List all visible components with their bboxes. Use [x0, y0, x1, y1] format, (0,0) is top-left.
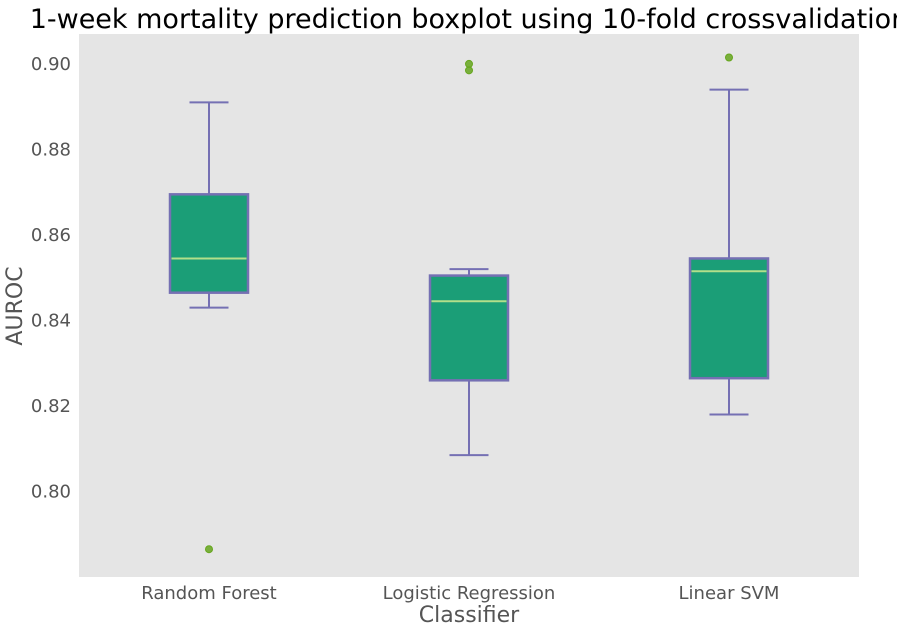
ticks-layer: 0.80 0.82 0.84 0.86 0.88 0.90 Random Forest Log… [31, 54, 780, 604]
x-tick-label: Logistic Regression [383, 583, 556, 604]
x-tick-label: Linear SVM [679, 583, 780, 604]
x-tick-label: Random Forest [141, 583, 276, 604]
box-group [168, 101, 250, 554]
y-tick-label: 0.82 [31, 396, 71, 417]
chart-title: 1-week mortality prediction boxplot usin… [30, 4, 897, 35]
y-tick-label: 0.86 [31, 225, 71, 246]
box-group [428, 59, 510, 457]
outlier-point [725, 53, 733, 62]
outlier-point [465, 59, 473, 68]
y-tick-label: 0.84 [31, 310, 71, 331]
box-group [688, 53, 770, 416]
box-iqr [688, 257, 770, 380]
outlier-point [205, 545, 213, 554]
x-axis-label: Classifier [419, 603, 520, 628]
boxes-layer [168, 53, 770, 554]
y-tick-label: 0.88 [31, 139, 71, 160]
box-iqr [428, 274, 510, 382]
y-axis-label: AUROC [3, 266, 28, 345]
box-iqr [168, 193, 250, 294]
y-tick-label: 0.80 [31, 481, 71, 502]
y-tick-label: 0.90 [31, 54, 71, 75]
